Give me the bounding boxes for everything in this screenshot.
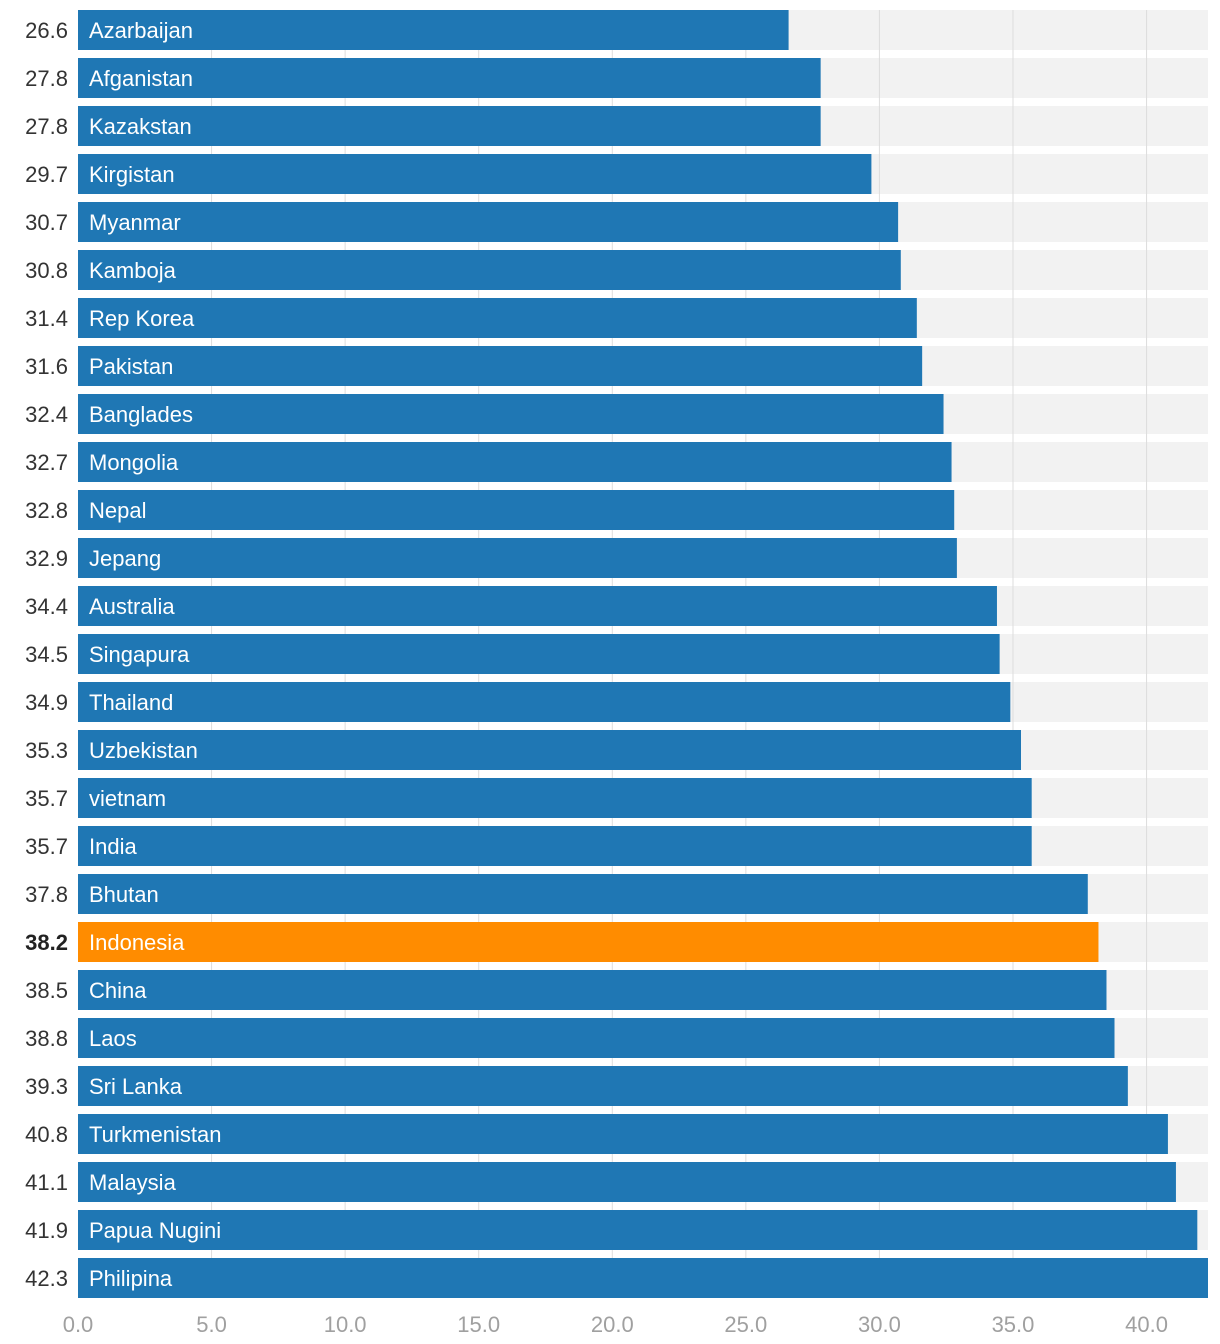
bar [78,538,957,578]
value-label: 27.8 [25,114,68,139]
bar [78,154,872,194]
x-tick-label: 10.0 [324,1312,367,1337]
category-label: Kirgistan [89,162,175,187]
category-label: Philipina [89,1266,173,1291]
category-label: Banglades [89,402,193,427]
bar [78,778,1032,818]
value-label: 30.8 [25,258,68,283]
category-label: vietnam [89,786,166,811]
bar [78,58,821,98]
category-label: Laos [89,1026,137,1051]
category-label: Turkmenistan [89,1122,221,1147]
value-label: 32.8 [25,498,68,523]
value-label: 27.8 [25,66,68,91]
bar [78,490,955,530]
value-label: 37.8 [25,882,68,907]
category-label: Azarbaijan [89,18,193,43]
bars [78,10,1208,1298]
x-axis-ticks: 0.0 5.0 10.0 15.0 20.0 25.0 30.0 35.0 40.0 [63,1312,1168,1337]
value-label: 30.7 [25,210,68,235]
category-label: Kazakstan [89,114,192,139]
x-tick-label: 5.0 [196,1312,227,1337]
bar [78,682,1011,722]
bar [78,202,899,242]
value-label: 38.8 [25,1026,68,1051]
bar [78,10,789,50]
bar [78,394,944,434]
bar [78,106,821,146]
value-label: 35.7 [25,786,68,811]
category-label: China [89,978,147,1003]
bar [78,1210,1198,1250]
bar [78,586,997,626]
value-label: 34.5 [25,642,68,667]
value-label: 38.2 [25,930,68,955]
value-label: 41.1 [25,1170,68,1195]
value-label: 34.9 [25,690,68,715]
bar-highlight [78,922,1099,962]
category-label: Afganistan [89,66,193,91]
value-label: 35.3 [25,738,68,763]
bar [78,1066,1128,1106]
x-tick-label: 20.0 [591,1312,634,1337]
category-label: Nepal [89,498,146,523]
category-label: Sri Lanka [89,1074,183,1099]
category-label: Malaysia [89,1170,177,1195]
value-label: 32.7 [25,450,68,475]
x-tick-label: 40.0 [1125,1312,1168,1337]
value-label: 31.6 [25,354,68,379]
bar [78,1018,1115,1058]
value-label: 34.4 [25,594,68,619]
bar [78,970,1107,1010]
x-tick-label: 15.0 [457,1312,500,1337]
category-label: Papua Nugini [89,1218,221,1243]
category-label: Singapura [89,642,190,667]
value-label: 32.9 [25,546,68,571]
bar [78,634,1000,674]
bar [78,874,1088,914]
bar [78,1162,1176,1202]
category-label: Myanmar [89,210,181,235]
category-label: Thailand [89,690,173,715]
value-label: 41.9 [25,1218,68,1243]
value-label: 26.6 [25,18,68,43]
category-label: Bhutan [89,882,159,907]
value-label: 29.7 [25,162,68,187]
bar [78,826,1032,866]
bar [78,1114,1168,1154]
x-tick-label: 35.0 [992,1312,1035,1337]
value-label: 40.8 [25,1122,68,1147]
category-label: Mongolia [89,450,179,475]
bar [78,1258,1208,1298]
category-label: Indonesia [89,930,185,955]
category-label: Pakistan [89,354,173,379]
category-label: Australia [89,594,175,619]
category-label: India [89,834,137,859]
value-label: 32.4 [25,402,68,427]
value-labels: 26.6 27.8 27.8 29.7 30.7 30.8 31.4 31.6 32.4 32.7… [25,18,68,1291]
x-tick-label: 30.0 [858,1312,901,1337]
value-label: 38.5 [25,978,68,1003]
value-label: 31.4 [25,306,68,331]
bar [78,442,952,482]
category-label: Uzbekistan [89,738,198,763]
bar [78,730,1022,770]
bar [78,250,901,290]
x-tick-label: 0.0 [63,1312,94,1337]
bar [78,346,923,386]
value-label: 39.3 [25,1074,68,1099]
category-label: Jepang [89,546,161,571]
value-label: 42.3 [25,1266,68,1291]
value-label: 35.7 [25,834,68,859]
x-tick-label: 25.0 [724,1312,767,1337]
category-label: Kamboja [89,258,177,283]
bar [78,298,917,338]
category-label: Rep Korea [89,306,195,331]
category-labels: Azarbaijan Afganistan Kazakstan Kirgistan My… [89,18,221,1291]
